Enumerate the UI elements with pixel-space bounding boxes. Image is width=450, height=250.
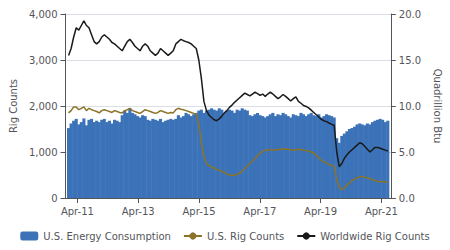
svg-text:2,000: 2,000 [29, 101, 58, 112]
svg-text:4,000: 4,000 [29, 9, 58, 20]
svg-text:Worldwide Rig Counts: Worldwide Rig Counts [320, 231, 429, 242]
svg-text:U.S. Energy Consumption: U.S. Energy Consumption [43, 231, 171, 242]
svg-text:15.0: 15.0 [399, 55, 421, 66]
svg-text:0: 0 [51, 193, 57, 204]
svg-text:Apr-17: Apr-17 [243, 206, 276, 217]
svg-text:Apr-11: Apr-11 [61, 206, 94, 217]
svg-text:Apr-19: Apr-19 [304, 206, 337, 217]
svg-text:10.0: 10.0 [399, 101, 421, 112]
svg-text:Apr-21: Apr-21 [365, 206, 398, 217]
svg-text:U.S. Rig Counts: U.S. Rig Counts [207, 231, 284, 242]
svg-text:20.0: 20.0 [399, 9, 421, 20]
svg-text:3,000: 3,000 [29, 55, 58, 66]
svg-text:0.0: 0.0 [399, 193, 415, 204]
svg-text:5.0: 5.0 [399, 147, 415, 158]
svg-text:Rig Counts: Rig Counts [8, 79, 19, 133]
svg-text:Quadrillion Btu: Quadrillion Btu [432, 69, 443, 144]
svg-text:Apr-15: Apr-15 [182, 206, 215, 217]
svg-text:Apr-13: Apr-13 [122, 206, 155, 217]
svg-text:1,000: 1,000 [29, 147, 58, 158]
